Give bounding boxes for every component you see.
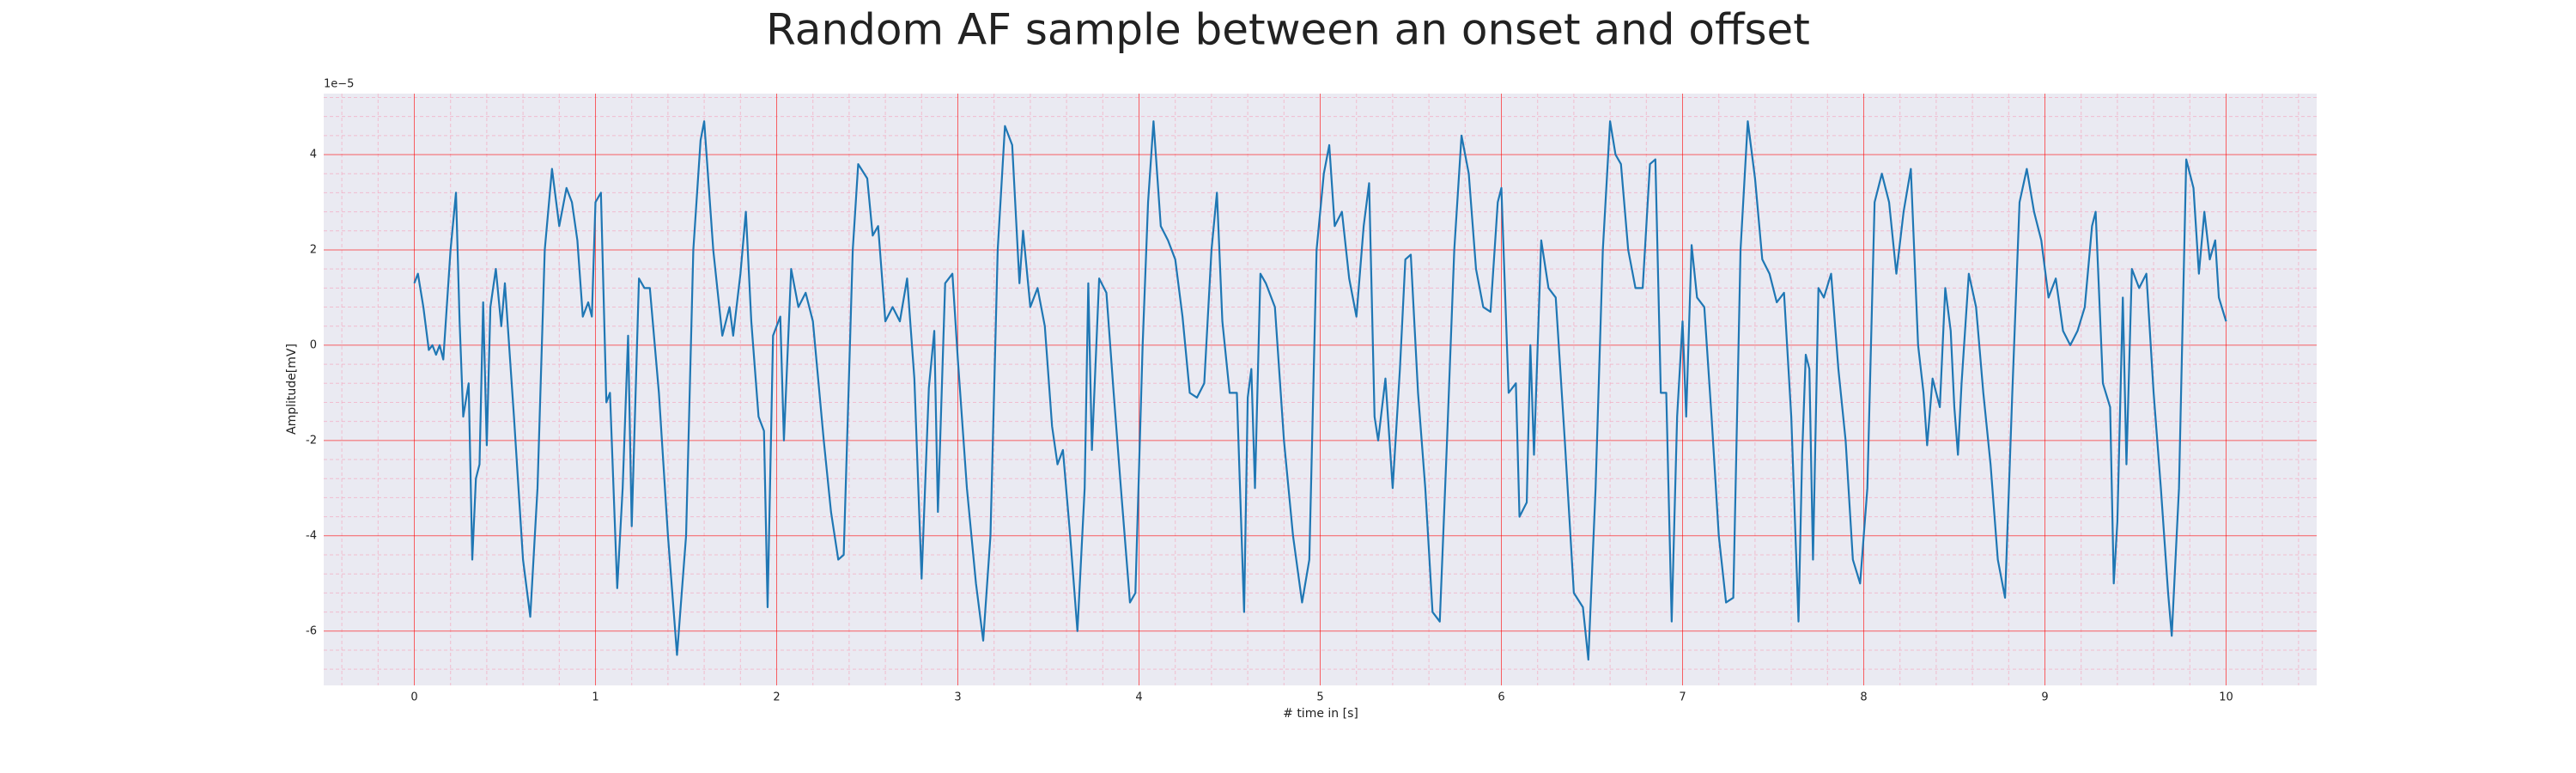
y-tick-label: 2 xyxy=(310,243,317,256)
y-tick-label: -4 xyxy=(306,529,317,542)
offset-label: 1e−5 xyxy=(324,78,354,91)
x-tick-label: 8 xyxy=(1860,691,1867,704)
x-tick-label: 6 xyxy=(1498,691,1504,704)
chart-title: Random AF sample between an onset and of… xyxy=(766,5,1810,55)
x-tick-label: 7 xyxy=(1679,691,1686,704)
y-tick-label: -2 xyxy=(306,434,317,447)
x-tick-label: 4 xyxy=(1135,691,1142,704)
x-tick-label: 2 xyxy=(773,691,780,704)
x-axis-label: # time in [s] xyxy=(1283,707,1358,721)
y-tick-label: 4 xyxy=(310,149,317,161)
x-tick-label: 10 xyxy=(2219,691,2233,704)
x-tick-label: 0 xyxy=(410,691,417,704)
x-tick-label: 5 xyxy=(1316,691,1323,704)
x-tick-label: 9 xyxy=(2041,691,2048,704)
x-tick-label: 1 xyxy=(592,691,598,704)
data-line xyxy=(413,120,2227,661)
x-tick-label: 3 xyxy=(954,691,961,704)
y-tick-label: 0 xyxy=(310,338,317,351)
y-axis-label: Amplitude[mV] xyxy=(285,344,299,435)
y-tick-label: -6 xyxy=(306,624,317,637)
